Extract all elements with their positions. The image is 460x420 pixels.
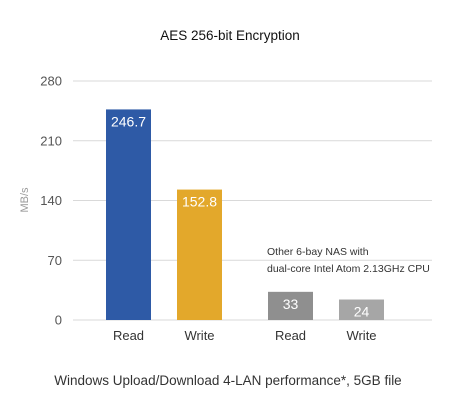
bar-value-label: 152.8 <box>182 194 217 210</box>
bars <box>106 109 384 321</box>
annotation-line-2: dual-core Intel Atom 2.13GHz CPU <box>267 263 430 275</box>
bar-value-label: 246.7 <box>111 113 146 129</box>
x-axis-categories: Read Write Read Write <box>113 328 377 343</box>
chart-title: AES 256-bit Encryption <box>160 28 300 43</box>
annotation-line-1: Other 6-bay NAS with <box>267 246 369 258</box>
bar <box>106 109 151 321</box>
bar <box>268 291 313 320</box>
y-axis-label: MB/s <box>19 187 31 213</box>
group-annotation: Other 6-bay NAS with dual-core Intel Ato… <box>267 246 430 275</box>
y-tick-label: 0 <box>55 313 62 328</box>
bar <box>339 299 384 320</box>
y-tick-label: 280 <box>40 74 62 89</box>
y-axis-ticks: 0 70 140 210 280 <box>40 74 62 328</box>
x-category-label: Write <box>346 328 376 343</box>
y-tick-label: 140 <box>40 193 62 208</box>
x-category-label: Write <box>184 328 214 343</box>
chart-caption: Windows Upload/Download 4-LAN performanc… <box>54 373 401 388</box>
y-tick-label: 210 <box>40 133 62 148</box>
x-category-label: Read <box>113 328 144 343</box>
bar-value-label: 33 <box>283 296 299 312</box>
bar-value-label: 24 <box>354 304 370 320</box>
bar <box>177 189 222 320</box>
x-category-label: Read <box>275 328 306 343</box>
value-labels: 246.7 152.8 33 24 <box>111 113 370 319</box>
y-tick-label: 70 <box>48 253 62 268</box>
